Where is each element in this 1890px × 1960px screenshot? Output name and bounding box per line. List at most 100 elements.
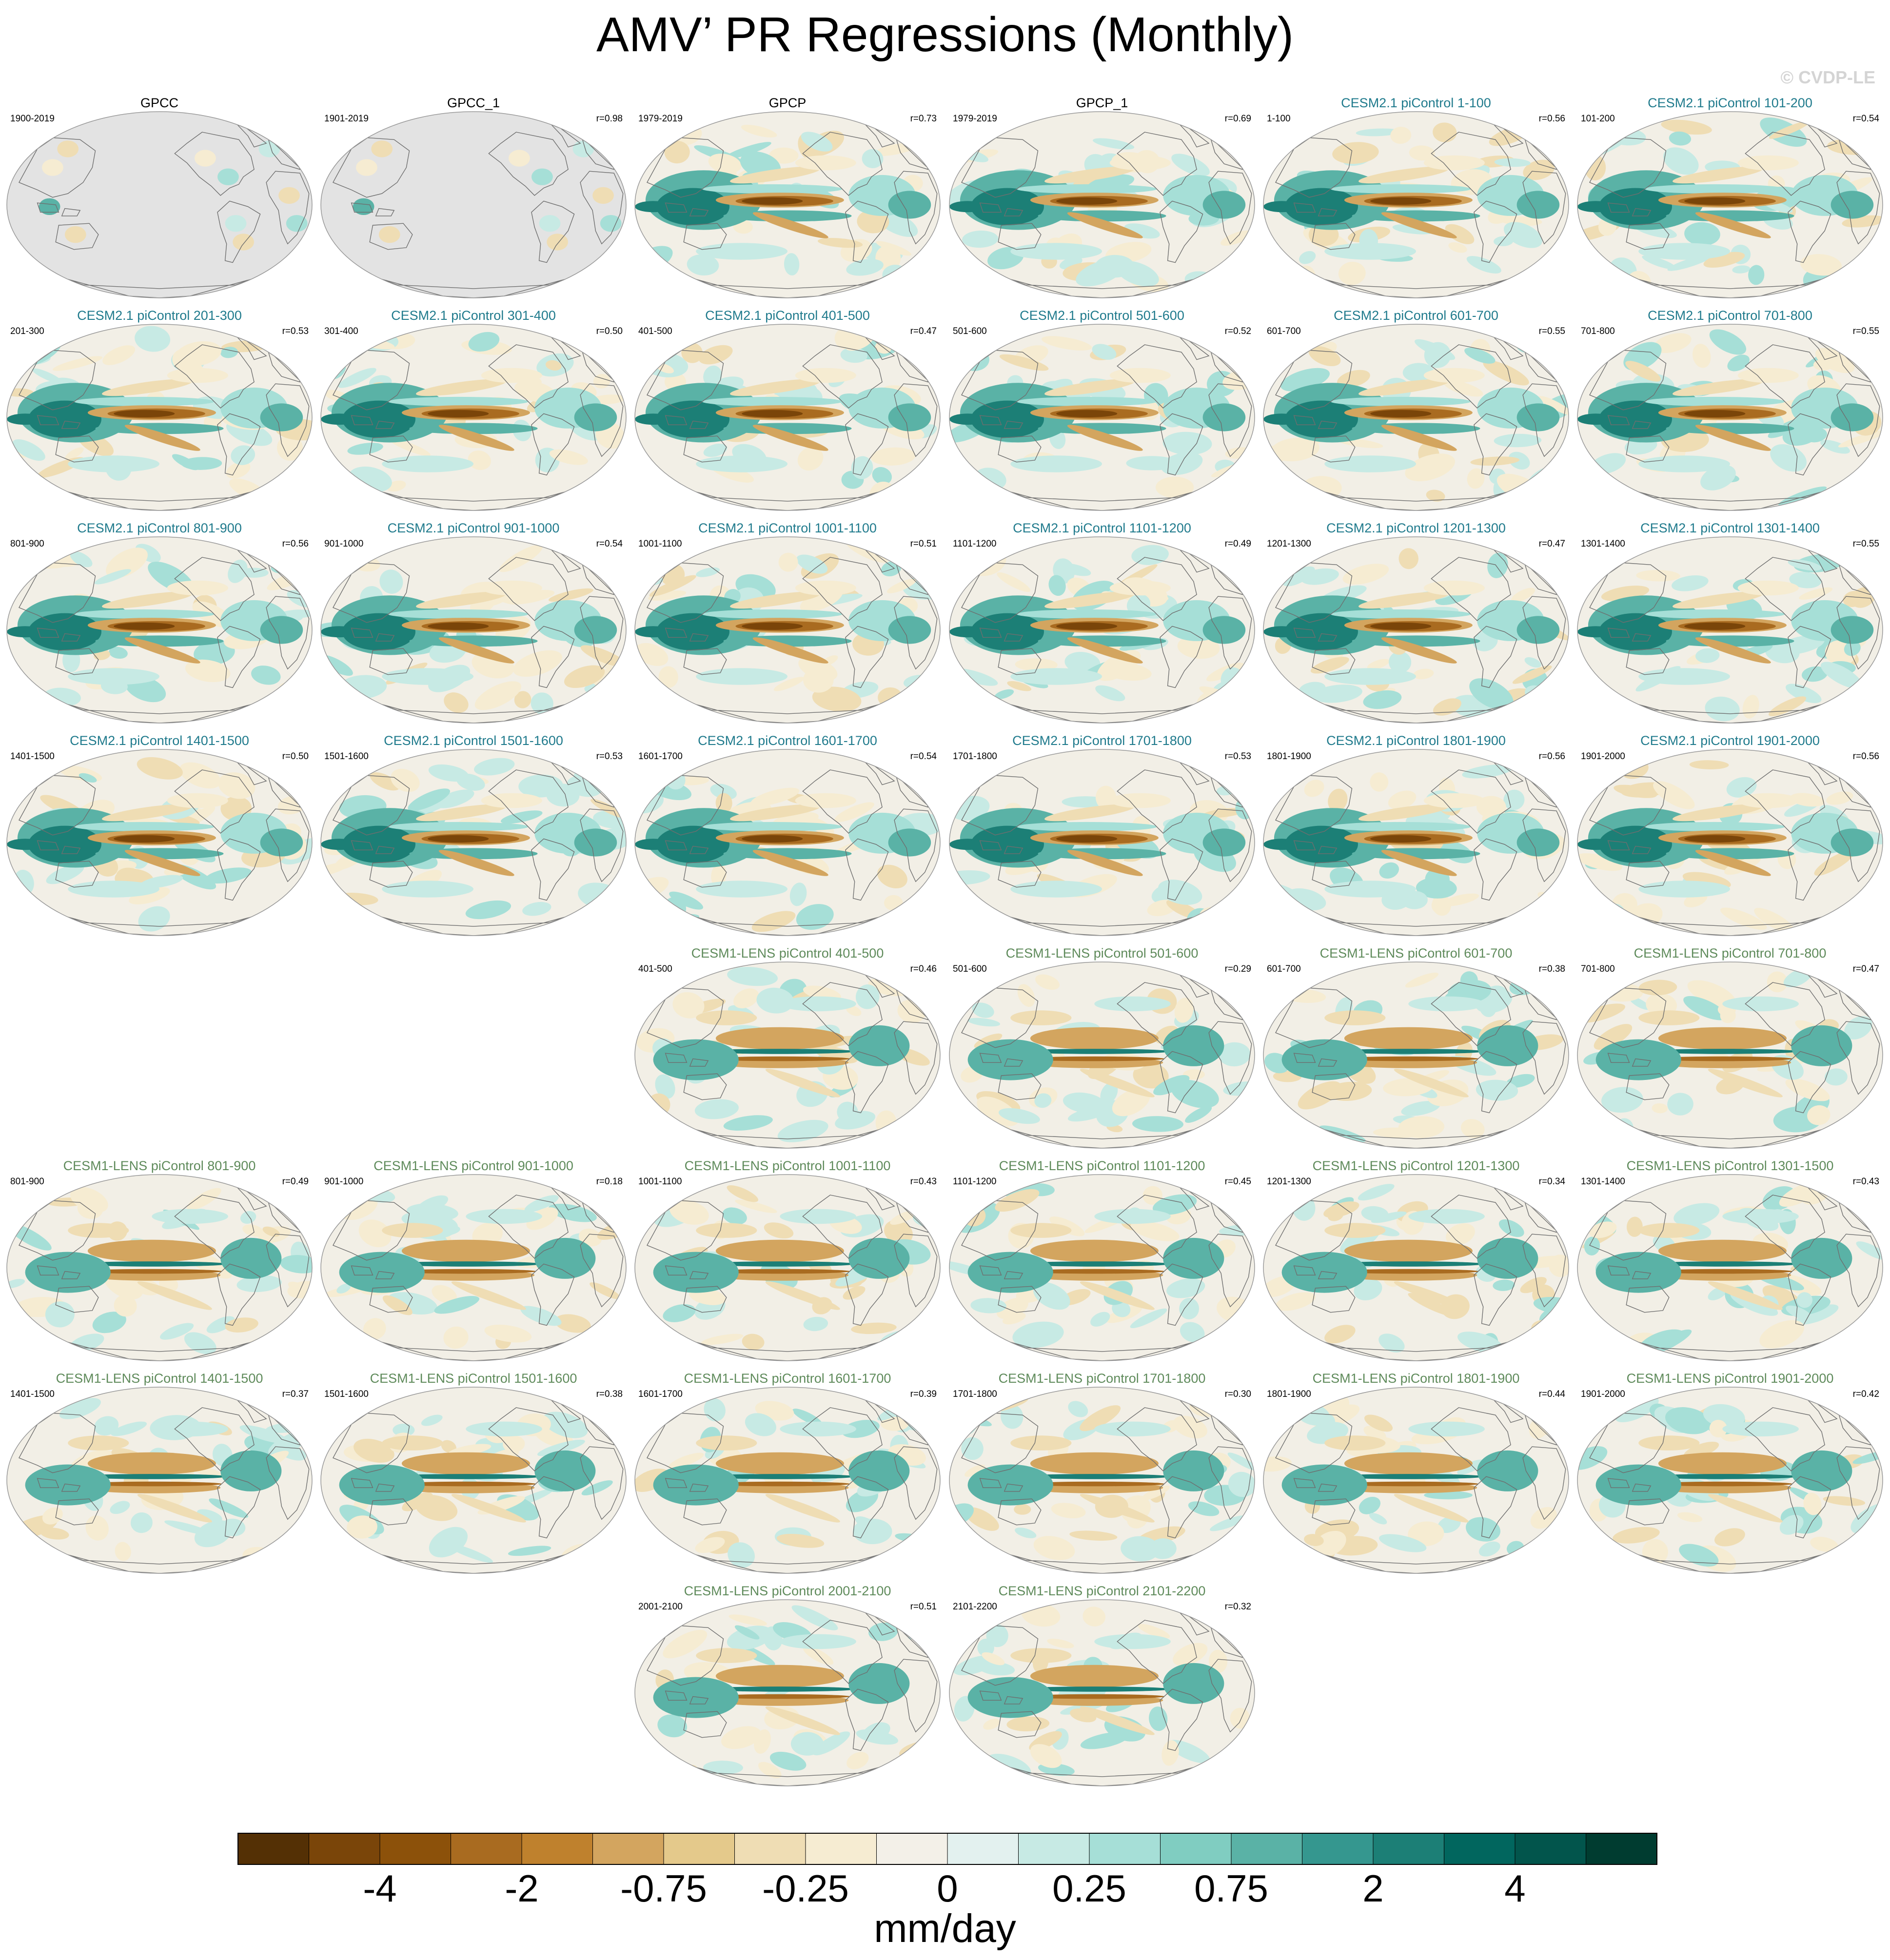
map-panel: CESM1-LENS piControl 1801-1900 1801-1900 r… <box>1260 1371 1572 1575</box>
panel-title: CESM2.1 piControl 1601-1700 <box>698 733 877 748</box>
colorbar-box <box>238 1833 309 1864</box>
panel-title: CESM2.1 piControl 1101-1200 <box>1013 521 1191 535</box>
colorbar-box <box>592 1833 664 1864</box>
panel-title: GPCC <box>140 96 178 110</box>
panel-title: CESM1-LENS piControl 1801-1900 <box>1312 1371 1520 1386</box>
map-panel: CESM1-LENS piControl 2101-2200 2101-2200 r… <box>946 1583 1258 1788</box>
panel-period-label: 1979-2019 <box>953 114 997 124</box>
regression-map <box>949 536 1255 724</box>
panel-title: CESM1-LENS piControl 1401-1500 <box>56 1371 263 1386</box>
colorbar-box <box>1515 1833 1586 1864</box>
panel-title: CESM2.1 piControl 1201-1300 <box>1326 521 1506 535</box>
regression-map <box>634 1174 941 1361</box>
panel-correlation-label: r=0.54 <box>596 539 623 549</box>
panel-period-label: 1900-2019 <box>10 114 55 124</box>
panel-title: CESM1-LENS piControl 1701-1800 <box>998 1371 1206 1386</box>
map-panel: GPCC_1 1901-2019 r=0.98 <box>317 95 630 300</box>
colorbar-box <box>1444 1833 1516 1864</box>
regression-map <box>320 324 627 511</box>
map-panel: CESM1-LENS piControl 601-700 601-700 r=0.3… <box>1260 945 1572 1150</box>
panel-correlation-label: r=0.30 <box>1224 1389 1251 1399</box>
panel-title: CESM2.1 piControl 1701-1800 <box>1012 733 1192 748</box>
regression-map <box>6 111 313 298</box>
panel-correlation-label: r=0.29 <box>1224 964 1251 974</box>
panel-correlation-label: r=0.44 <box>1538 1389 1565 1399</box>
regression-map <box>949 961 1255 1149</box>
panel-correlation-label: r=0.38 <box>596 1389 623 1399</box>
colorbar-tick-label: 2 <box>1362 1867 1384 1910</box>
colorbar-tick-label: 4 <box>1504 1867 1526 1910</box>
panel-correlation-label: r=0.47 <box>1852 964 1879 974</box>
panel-correlation-label: r=0.49 <box>1224 539 1251 549</box>
panel-title: CESM2.1 piControl 601-700 <box>1334 308 1498 323</box>
map-panel: CESM1-LENS piControl 701-800 701-800 r=0.4… <box>1574 945 1886 1150</box>
panel-period-label: 801-900 <box>10 539 44 549</box>
regression-map <box>1263 1174 1569 1361</box>
panel-title: CESM1-LENS piControl 1201-1300 <box>1312 1158 1520 1173</box>
panel-title: CESM1-LENS piControl 1101-1200 <box>999 1158 1205 1173</box>
panel-title: CESM2.1 piControl 501-600 <box>1020 308 1184 323</box>
panel-correlation-label: r=0.73 <box>910 114 937 124</box>
panel-correlation-label: r=0.47 <box>910 326 937 336</box>
map-panel: CESM1-LENS piControl 1401-1500 1401-1500 r… <box>3 1371 315 1575</box>
map-panel: CESM2.1 piControl 1201-1300 1201-1300 r=0.… <box>1260 520 1572 725</box>
map-panel: CESM2.1 piControl 801-900 801-900 r=0.56 <box>3 520 315 725</box>
panel-title: GPCP <box>768 96 807 110</box>
panel-correlation-label: r=0.55 <box>1852 539 1879 549</box>
panel-period-label: 901-1000 <box>324 1176 364 1187</box>
panel-period-label: 701-800 <box>1581 964 1615 974</box>
panel-correlation-label: r=0.43 <box>910 1176 937 1187</box>
panel-title: CESM2.1 piControl 1501-1600 <box>384 733 563 748</box>
map-panel: CESM1-LENS piControl 501-600 501-600 r=0.2… <box>946 945 1258 1150</box>
map-panel: CESM2.1 piControl 201-300 201-300 r=0.53 <box>3 308 315 512</box>
regression-map <box>634 536 941 724</box>
regression-map <box>6 1387 313 1574</box>
panel-period-label: 1-100 <box>1267 114 1291 124</box>
panel-correlation-label: r=0.34 <box>1538 1176 1565 1187</box>
panel-title: CESM2.1 piControl 201-300 <box>77 308 242 323</box>
panel-correlation-label: r=0.53 <box>596 751 623 762</box>
colorbar-box <box>947 1833 1019 1864</box>
panel-title: GPCP_1 <box>1076 96 1128 110</box>
regression-map <box>320 749 627 936</box>
regression-map <box>949 111 1255 298</box>
colorbar-tick-label: 0.25 <box>1052 1867 1126 1910</box>
panel-title: CESM2.1 piControl 401-500 <box>705 308 870 323</box>
regression-map <box>6 749 313 936</box>
regression-map <box>634 111 941 298</box>
panel-period-label: 201-300 <box>10 326 44 336</box>
panel-correlation-label: r=0.52 <box>1224 326 1251 336</box>
panel-title: CESM1-LENS piControl 1601-1700 <box>684 1371 891 1386</box>
map-panel: CESM2.1 piControl 1701-1800 1701-1800 r=0.… <box>946 733 1258 938</box>
panel-period-label: 1601-1700 <box>638 751 683 762</box>
panel-period-label: 1501-1600 <box>324 1389 369 1399</box>
panel-period-label: 1301-1400 <box>1581 1176 1625 1187</box>
panel-correlation-label: r=0.55 <box>1852 326 1879 336</box>
panel-period-label: 1101-1200 <box>953 539 997 549</box>
panel-period-label: 1201-1300 <box>1267 539 1311 549</box>
regression-map <box>949 1387 1255 1574</box>
regression-map <box>1577 1387 1883 1574</box>
colorbar-box <box>1586 1833 1657 1864</box>
panel-correlation-label: r=0.53 <box>282 326 309 336</box>
colorbar-units: mm/day <box>874 1906 1016 1951</box>
map-panel: CESM1-LENS piControl 1301-1500 1301-1400 r… <box>1574 1158 1886 1363</box>
panel-title: CESM1-LENS piControl 601-700 <box>1319 946 1513 960</box>
map-panel: CESM1-LENS piControl 1501-1600 1501-1600 r… <box>317 1371 630 1575</box>
colorbar-tick-label: -0.25 <box>762 1867 849 1910</box>
regression-map <box>1577 1174 1883 1361</box>
colorbar-tick-label: 0.75 <box>1194 1867 1268 1910</box>
map-panel: CESM2.1 piControl 901-1000 901-1000 r=0.54 <box>317 520 630 725</box>
panel-period-label: 1401-1500 <box>10 1389 55 1399</box>
panel-title: CESM1-LENS piControl 701-800 <box>1634 946 1827 960</box>
panel-period-label: 901-1000 <box>324 539 364 549</box>
regression-map <box>320 1387 627 1574</box>
colorbar-box <box>806 1833 877 1864</box>
panel-period-label: 301-400 <box>324 326 358 336</box>
panel-period-label: 1401-1500 <box>10 751 55 762</box>
colorbar-box <box>380 1833 451 1864</box>
regression-map <box>1577 324 1883 511</box>
regression-map <box>1577 961 1883 1149</box>
panel-title: CESM1-LENS piControl 1301-1500 <box>1626 1158 1834 1173</box>
page-title: AMV’ PR Regressions (Monthly) <box>596 7 1294 62</box>
